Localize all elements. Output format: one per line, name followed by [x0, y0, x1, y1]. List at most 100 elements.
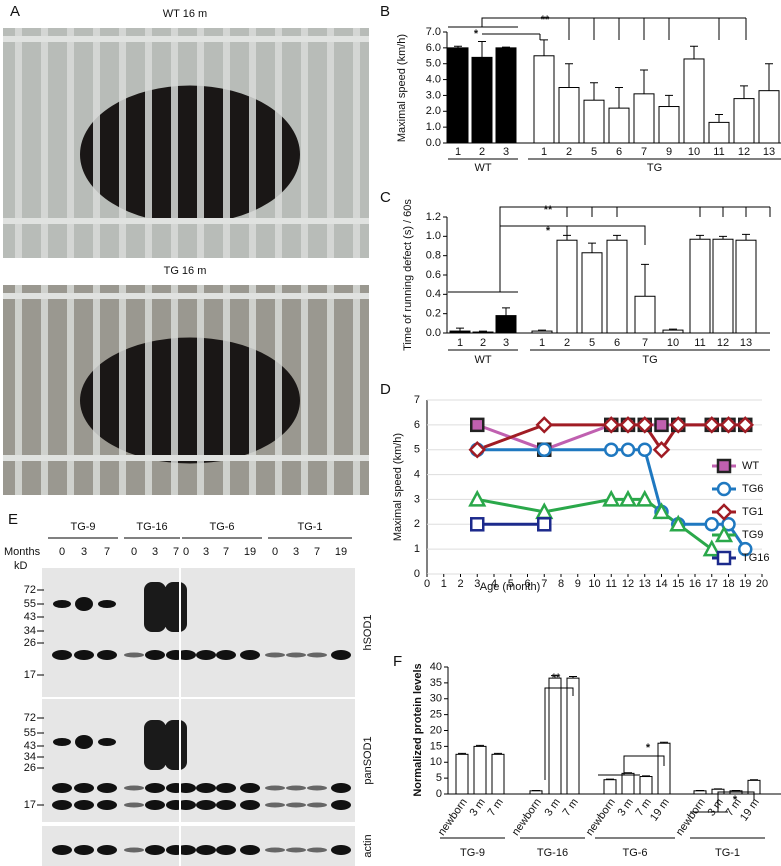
months-label: Months [4, 546, 41, 558]
band [216, 845, 236, 855]
legend-label: TG6 [742, 483, 763, 495]
x-tick-label: 7 m [485, 797, 505, 819]
bar [662, 329, 684, 334]
x-tick-label: 2 [457, 578, 463, 590]
marker [719, 416, 738, 434]
error-bar [665, 94, 673, 107]
marker [738, 541, 753, 557]
error-bar [456, 327, 464, 332]
lane-label: 7 [104, 546, 110, 558]
x-tick-label: newborn [436, 797, 470, 838]
y-tick-label: 4.0 [426, 73, 441, 85]
bar [455, 753, 469, 795]
panel-label: A [10, 3, 20, 20]
bar [708, 121, 730, 144]
marker [669, 416, 688, 434]
x-tick-label: 9 [575, 578, 581, 590]
x-tick-label: 3 [503, 146, 509, 158]
error-bar [502, 307, 510, 316]
bar [689, 238, 711, 334]
bar [657, 742, 671, 795]
band [196, 845, 216, 855]
x-tick-label: 3 [503, 337, 509, 349]
error-bar [740, 85, 748, 99]
cage-bar [223, 28, 230, 258]
cage-bar [301, 285, 308, 495]
legend-label: TG9 [742, 529, 763, 541]
bear [80, 337, 300, 464]
x-tick-label: 4 [491, 578, 497, 590]
error-bar [750, 779, 758, 781]
bar [473, 745, 487, 795]
bar [603, 779, 617, 795]
bar [583, 99, 605, 144]
band [145, 650, 165, 660]
x-tick-label: 1 [539, 337, 545, 349]
error-bar [624, 772, 632, 774]
marker [716, 550, 732, 566]
marker [704, 517, 719, 532]
panel-label: F [393, 653, 402, 670]
error-bar [538, 329, 546, 332]
band [265, 652, 285, 658]
band [216, 800, 236, 810]
y-tick-label: 1 [414, 543, 420, 555]
y-tick-label: 15 [430, 740, 442, 752]
lane-label: 3 [293, 546, 299, 558]
y-axis-label: Maximal speed (km/h) [392, 433, 404, 541]
y-tick-label: 35 [430, 677, 442, 689]
band [53, 600, 71, 608]
marker [468, 489, 487, 507]
x-tick-label: 11 [713, 146, 724, 158]
group-label: TG-6 [209, 521, 234, 533]
x-tick-label: 10 [588, 578, 600, 590]
marker [535, 502, 554, 520]
marker [602, 489, 621, 507]
band [216, 783, 236, 793]
significance: * [474, 28, 479, 40]
marker [736, 416, 755, 434]
x-tick-label: 10 [667, 337, 679, 349]
bar [495, 315, 517, 334]
bar [712, 238, 734, 334]
marker [716, 481, 732, 497]
group-label: TG-1 [297, 521, 322, 533]
x-tick-label: 19 [739, 578, 751, 590]
band [265, 785, 285, 791]
lane-label: 19 [335, 546, 347, 558]
x-tick-label: newborn [674, 797, 708, 838]
band [240, 783, 260, 793]
band [196, 800, 216, 810]
cage-bar [41, 28, 48, 258]
bar [683, 58, 705, 144]
photo-caption: WT 16 m [163, 8, 207, 20]
marker [470, 417, 485, 433]
marker [714, 525, 734, 543]
x-tick-label: 19 m [648, 797, 672, 824]
x-tick-label: 13 [763, 146, 775, 158]
cage-bar [327, 285, 334, 495]
group-label: TG-1 [715, 847, 740, 859]
error-bar [563, 234, 571, 241]
bear [80, 85, 300, 224]
lane-label: 7 [314, 546, 320, 558]
y-tick-label: 1.2 [426, 211, 441, 223]
cage-bar [301, 28, 308, 258]
band [75, 735, 93, 749]
cage-bar [93, 285, 100, 495]
blot [42, 826, 355, 866]
blot-label: hSOD1 [362, 614, 374, 650]
x-tick-label: 3 [474, 578, 480, 590]
band [98, 738, 116, 746]
smear [144, 582, 166, 632]
kd-marker: 17 [24, 669, 36, 681]
group-label: WT [474, 162, 491, 174]
marker [637, 442, 652, 457]
x-tick-label: 18 [722, 578, 734, 590]
cage-rail [3, 293, 369, 299]
cage-bar [171, 28, 178, 258]
y-tick-label: 0.8 [426, 250, 441, 262]
y-tick-label: 1.0 [426, 121, 441, 133]
lane-label: 0 [131, 546, 137, 558]
cage-bar [197, 28, 204, 258]
